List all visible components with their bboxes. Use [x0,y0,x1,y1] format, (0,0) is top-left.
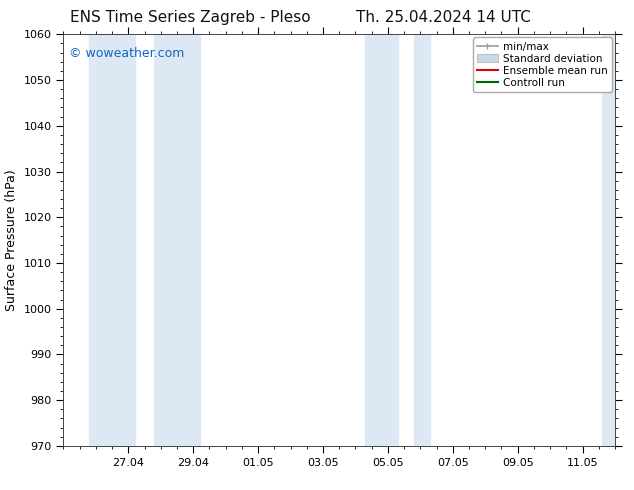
Bar [89,34,135,446]
Y-axis label: Surface Pressure (hPa): Surface Pressure (hPa) [5,169,18,311]
Text: ENS Time Series Zagreb - Pleso: ENS Time Series Zagreb - Pleso [70,10,311,25]
Bar [414,34,430,446]
Bar [154,34,200,446]
Legend: min/max, Standard deviation, Ensemble mean run, Controll run: min/max, Standard deviation, Ensemble me… [473,37,612,92]
Text: Th. 25.04.2024 14 UTC: Th. 25.04.2024 14 UTC [356,10,531,25]
Text: © woweather.com: © woweather.com [69,47,184,60]
Bar [365,34,398,446]
Bar [602,34,615,446]
